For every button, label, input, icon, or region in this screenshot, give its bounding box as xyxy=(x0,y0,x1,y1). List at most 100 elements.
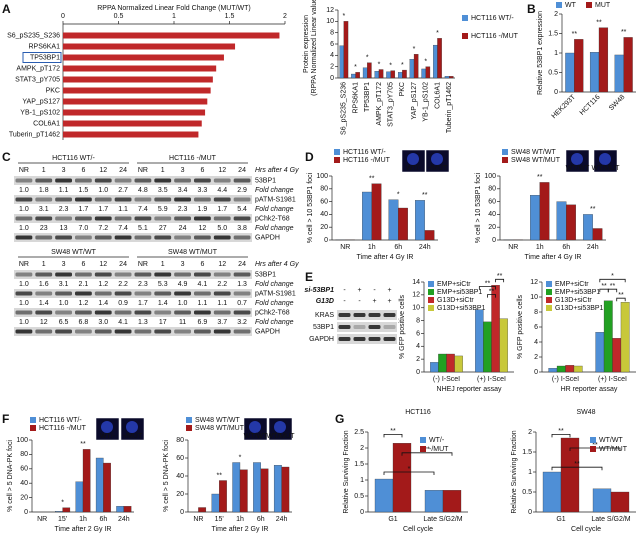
fold-value: 2.2 xyxy=(217,281,227,288)
x-tick-label: G1 xyxy=(388,516,397,523)
band xyxy=(75,272,92,277)
band xyxy=(55,272,72,277)
blot-strip xyxy=(337,322,397,332)
band xyxy=(15,329,33,334)
bar xyxy=(415,200,425,241)
panel-label: C xyxy=(2,150,11,164)
category-label: YAP_pS127 xyxy=(22,98,60,105)
bar xyxy=(362,191,372,241)
bar xyxy=(343,21,349,79)
band xyxy=(15,272,33,277)
bar xyxy=(565,52,575,93)
band xyxy=(35,178,53,183)
bar xyxy=(63,43,236,50)
fold-value: 3.3 xyxy=(198,187,208,194)
fold-value: 5.0 xyxy=(217,225,227,232)
fold-value: 2.9 xyxy=(237,187,247,194)
band xyxy=(134,235,152,240)
x-axis-label: Time after 2 Gy IR xyxy=(212,526,269,533)
y-tick-label: 0.5 xyxy=(548,69,558,76)
y-tick-label: 1.5 xyxy=(522,449,532,456)
fold-value: 1.6 xyxy=(39,281,49,288)
y-tick-label: 8 xyxy=(416,317,420,324)
bar xyxy=(592,488,612,513)
band xyxy=(194,291,211,296)
band xyxy=(15,216,33,221)
band xyxy=(154,291,172,296)
bar xyxy=(592,228,603,241)
band xyxy=(213,178,231,183)
nucleus xyxy=(571,153,583,165)
fold-value: 4.9 xyxy=(178,281,188,288)
x-tick-label: 1 xyxy=(172,13,176,20)
category-label: YB-1_pS102 xyxy=(20,109,60,116)
bar xyxy=(442,490,462,513)
protein-label: pATM-S1981 xyxy=(255,290,296,297)
y-axis-label: % cell > 10 53BP1 foci xyxy=(307,172,314,243)
band xyxy=(134,197,152,202)
bar xyxy=(620,302,630,373)
fold-value: 1.1 xyxy=(59,187,69,194)
bracket-label: ** xyxy=(390,428,396,435)
x-tick-label: 0 xyxy=(61,13,65,20)
y-tick-label: 0 xyxy=(554,89,558,96)
band xyxy=(174,291,191,296)
band xyxy=(154,197,172,202)
bracket xyxy=(607,288,618,293)
treatment-sign: + xyxy=(357,287,361,294)
band xyxy=(94,291,112,296)
bar xyxy=(623,37,633,93)
band xyxy=(75,216,92,221)
y-tick-label: 0.5 xyxy=(354,493,364,500)
inset-label: -/MUT xyxy=(123,433,143,440)
y-tick-label: 1 xyxy=(528,469,532,476)
bracket xyxy=(487,294,496,298)
bar xyxy=(424,490,444,513)
x-tick-label: Late S/G2/M xyxy=(591,516,630,523)
bar xyxy=(55,511,63,513)
protein-label: pChk2-T68 xyxy=(255,309,290,316)
band xyxy=(338,337,351,341)
lane-label: NR xyxy=(138,167,148,174)
y-tick-label: 1.5 xyxy=(354,461,364,468)
band xyxy=(213,291,231,296)
band xyxy=(94,329,112,334)
protein-label: 53BP1 xyxy=(255,271,276,278)
lane-label: 6 xyxy=(200,261,204,268)
panel-label: A xyxy=(2,2,11,16)
band xyxy=(353,325,366,329)
band xyxy=(114,310,132,315)
y-tick-label: 2 xyxy=(330,64,334,71)
band xyxy=(75,197,92,202)
fold-value: 1.0 xyxy=(19,300,29,307)
band xyxy=(368,337,381,341)
band xyxy=(213,272,231,277)
band xyxy=(213,310,231,315)
band xyxy=(35,310,53,315)
band xyxy=(55,197,72,202)
bar xyxy=(573,365,583,373)
treatment-label: si-53BP1 xyxy=(304,287,334,294)
bar xyxy=(548,368,558,373)
band xyxy=(75,310,92,315)
fold-value: 1.7 xyxy=(79,206,89,213)
blot-strip xyxy=(14,214,252,223)
x-tick-label: S6_pS235_S236 xyxy=(341,82,348,135)
significance: * xyxy=(401,62,404,69)
bar xyxy=(424,230,435,241)
bar xyxy=(63,65,217,72)
fold-value: 1.3 xyxy=(237,281,247,288)
band xyxy=(134,329,152,334)
fold-value: 6.5 xyxy=(59,319,69,326)
band xyxy=(154,235,172,240)
time-label: Hrs after 4 Gy xyxy=(255,261,299,268)
fold-value: 1.0 xyxy=(59,300,69,307)
fold-value: 12 xyxy=(40,319,48,326)
y-tick-label: 60 xyxy=(20,466,28,473)
y-tick-label: 60 xyxy=(488,198,496,205)
y-tick-label: 2 xyxy=(534,354,538,361)
band xyxy=(114,235,132,240)
bar xyxy=(392,443,412,513)
fold-value: 1.0 xyxy=(19,206,29,213)
category-label: S6_pS235_S236 xyxy=(7,32,60,39)
